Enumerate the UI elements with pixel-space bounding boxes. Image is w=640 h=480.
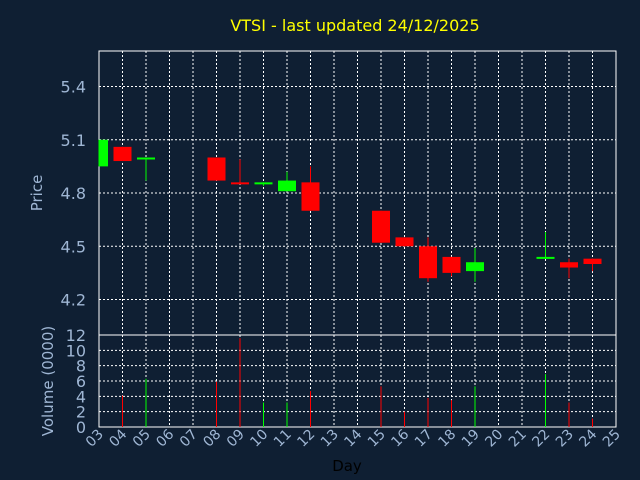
candle bbox=[207, 157, 226, 181]
volume-y-tick-label: 12 bbox=[66, 326, 86, 345]
volume-y-tick-label: 2 bbox=[76, 403, 86, 422]
candle bbox=[113, 146, 132, 162]
price-y-tick-label: 5.4 bbox=[61, 78, 86, 97]
volume-axis-label: Volume (0000) bbox=[39, 326, 57, 436]
volume-y-tick-label: 0 bbox=[76, 418, 86, 437]
x-tick-label: 19 bbox=[459, 427, 483, 451]
candle-body bbox=[231, 182, 249, 185]
price-y-ticks: 4.2 4.5 4.8 5.1 5.4 bbox=[61, 78, 86, 310]
candle bbox=[466, 248, 484, 282]
x-tick-label: 09 bbox=[224, 427, 248, 451]
price-axis-label: Price bbox=[28, 175, 46, 212]
x-tick-label: 10 bbox=[247, 427, 271, 451]
candle-body bbox=[137, 157, 155, 160]
candle bbox=[442, 256, 461, 277]
candle-body bbox=[466, 262, 484, 272]
candle bbox=[372, 210, 390, 243]
candle bbox=[583, 258, 602, 272]
volume-y-tick-label: 4 bbox=[76, 387, 86, 406]
candle-body bbox=[536, 256, 555, 259]
volume-y-tick-label: 6 bbox=[76, 372, 86, 391]
candle-body bbox=[113, 146, 132, 162]
x-ticks: 03 04 05 06 07 08 09 10 11 12 13 14 15 16 17 18 19 20 21 22… bbox=[83, 426, 624, 450]
candle-body bbox=[99, 139, 108, 167]
x-tick-label: 13 bbox=[318, 427, 342, 451]
x-tick-label: 07 bbox=[177, 427, 201, 451]
candle-body bbox=[254, 182, 273, 185]
candle bbox=[278, 171, 296, 192]
volume-bars bbox=[122, 338, 593, 427]
candles bbox=[98, 139, 602, 282]
candle bbox=[137, 157, 155, 181]
price-y-tick-label: 4.8 bbox=[61, 184, 86, 203]
candle bbox=[395, 237, 414, 247]
volume-y-tick-label: 8 bbox=[76, 357, 86, 376]
candle bbox=[231, 159, 249, 185]
x-tick-label: 18 bbox=[435, 427, 459, 451]
x-tick-label: 04 bbox=[106, 426, 130, 450]
x-tick-label: 24 bbox=[576, 426, 600, 450]
x-tick-label: 25 bbox=[600, 427, 624, 451]
candle-body bbox=[395, 237, 414, 247]
candle bbox=[536, 232, 555, 259]
x-tick-label: 11 bbox=[271, 427, 295, 451]
price-y-tick-label: 4.2 bbox=[61, 291, 86, 310]
x-tick-label: 06 bbox=[153, 426, 177, 450]
x-tick-label: 15 bbox=[365, 427, 389, 451]
candle-body bbox=[207, 157, 226, 181]
candle-body bbox=[372, 210, 390, 243]
candle bbox=[98, 139, 108, 167]
candle-body bbox=[278, 180, 296, 192]
candle bbox=[301, 166, 320, 211]
x-tick-label: 05 bbox=[130, 427, 154, 451]
candle-body bbox=[419, 246, 437, 279]
x-tick-label: 23 bbox=[553, 427, 577, 451]
price-y-tick-label: 5.1 bbox=[61, 131, 86, 150]
candle bbox=[254, 182, 273, 186]
candle-body bbox=[442, 256, 461, 273]
x-tick-label: 17 bbox=[412, 427, 436, 451]
candle-body bbox=[560, 262, 578, 268]
volume-y-tick-label: 10 bbox=[66, 341, 86, 360]
x-tick-label: 08 bbox=[200, 427, 224, 451]
x-tick-label: 20 bbox=[482, 427, 506, 451]
price-y-tick-label: 4.5 bbox=[61, 237, 86, 256]
candle-body bbox=[583, 258, 602, 264]
candle bbox=[419, 237, 437, 282]
chart-title: VTSI - last updated 24/12/2025 bbox=[230, 16, 479, 35]
x-tick-label: 14 bbox=[341, 426, 365, 450]
candle-body bbox=[301, 182, 320, 211]
x-tick-label: 12 bbox=[294, 427, 318, 451]
candle bbox=[560, 258, 578, 279]
volume-grid bbox=[99, 335, 616, 427]
x-tick-label: 22 bbox=[529, 427, 553, 451]
volume-panel-frame bbox=[98, 334, 617, 428]
x-tick-label: 21 bbox=[506, 427, 530, 451]
x-tick-label: 16 bbox=[388, 426, 412, 450]
x-axis-label: Day bbox=[332, 457, 362, 475]
x-tick-label: 03 bbox=[83, 427, 107, 451]
price-grid bbox=[99, 51, 616, 335]
